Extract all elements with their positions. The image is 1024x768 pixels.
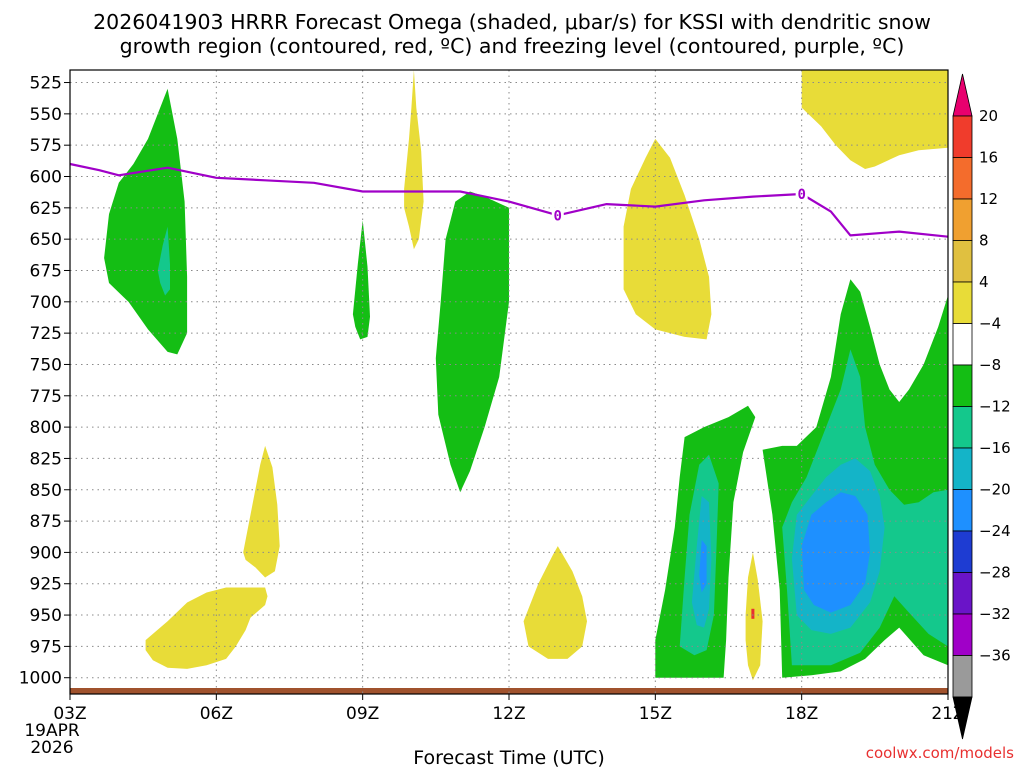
x-tick-label-12Z: 12Z <box>492 704 525 724</box>
freezing-level-label-1: 0 <box>797 187 805 203</box>
colorbar-box-10 <box>952 489 973 532</box>
x-tick-label-09Z: 09Z <box>346 704 379 724</box>
credit-text: coolwx.com/models <box>866 744 1014 762</box>
colorbar-label-0: 20 <box>979 107 998 125</box>
colorbar-label-4: 4 <box>979 273 989 291</box>
sink-yellow-4 <box>523 546 587 659</box>
y-tick-label-550: 550 <box>30 105 62 125</box>
x-tick-label-15Z: 15Z <box>639 704 672 724</box>
rise-green-2 <box>352 220 370 340</box>
terrain-layer <box>70 688 948 694</box>
sink-yellow-5 <box>623 138 712 340</box>
colorbar-label-1: 16 <box>979 149 998 167</box>
y-tick-label-625: 625 <box>30 199 62 219</box>
colorbar-box-13 <box>952 613 973 656</box>
chart-title-line-1: 2026041903 HRRR Forecast Omega (shaded, … <box>93 10 931 34</box>
x-axis-title: Forecast Time (UTC) <box>413 747 604 768</box>
x-tick-label-18Z: 18Z <box>785 704 818 724</box>
colorbar-box-8 <box>952 406 973 449</box>
rise-green-3 <box>435 191 509 493</box>
y-tick-label-600: 600 <box>30 168 62 188</box>
freezing-level-line <box>69 162 949 238</box>
colorbar-label-12: −32 <box>979 605 1011 623</box>
colorbar-box-3 <box>952 198 973 241</box>
colorbar-box-14 <box>952 655 973 698</box>
y-tick-label-950: 950 <box>30 606 62 626</box>
colorbar-box-6 <box>952 323 973 366</box>
freezing-level-label-0: 0 <box>554 208 562 224</box>
colorbar-label-11: −28 <box>979 564 1011 582</box>
omega-shading <box>104 70 948 681</box>
y-tick-label-850: 850 <box>30 481 62 501</box>
colorbar-box-1 <box>952 115 973 158</box>
colorbar-label-10: −24 <box>979 522 1011 540</box>
y-tick-label-875: 875 <box>30 512 62 532</box>
sink-yellow-1 <box>145 587 268 669</box>
y-tick-label-675: 675 <box>30 261 62 281</box>
chart-title-line-2: growth region (contoured, red, ºC) and f… <box>120 34 905 58</box>
colorbar-box-7 <box>952 364 973 407</box>
date-label-line-2: 2026 <box>30 738 73 758</box>
freezing-level-layer: 00 <box>69 162 949 238</box>
colorbar-label-8: −16 <box>979 439 1011 457</box>
y-tick-label-800: 800 <box>30 418 62 438</box>
y-tick-label-1000: 1000 <box>19 669 62 689</box>
sink-yellow-2 <box>243 445 280 578</box>
x-axis: 03Z 06Z 09Z 12Z 15Z 18Z 21Z <box>53 694 965 724</box>
y-tick-label-750: 750 <box>30 355 62 375</box>
freezing-label-bg <box>551 207 564 223</box>
colorbar-box-5 <box>952 281 973 324</box>
colorbar-box-11 <box>952 530 973 573</box>
y-tick-label-825: 825 <box>30 449 62 469</box>
colorbar-label-13: −36 <box>979 647 1011 665</box>
grid-lines <box>70 70 948 694</box>
colorbar-label-9: −20 <box>979 481 1011 499</box>
colorbar-box-4 <box>952 240 973 283</box>
sink-yellow-3 <box>404 70 424 250</box>
terrain-strip <box>70 688 948 694</box>
x-tick-label-03Z: 03Z <box>53 704 86 724</box>
freezing-label-bg <box>795 186 808 202</box>
y-tick-label-525: 525 <box>30 74 62 94</box>
colorbar-label-2: 12 <box>979 190 998 208</box>
y-tick-label-925: 925 <box>30 575 62 595</box>
colorbar-label-7: −12 <box>979 398 1011 416</box>
y-tick-label-775: 775 <box>30 387 62 407</box>
rise-blue-2 <box>699 539 707 593</box>
y-tick-label-900: 900 <box>30 543 62 563</box>
colorbar-label-6: −8 <box>979 356 1001 374</box>
y-tick-label-700: 700 <box>30 293 62 313</box>
colorbar-box-2 <box>952 157 973 200</box>
y-tick-label-725: 725 <box>30 324 62 344</box>
dendritic-region-marker <box>751 608 755 619</box>
y-axis: 525 550 575 600 625 650 675 700 725 750 775 800 825 8… <box>19 74 70 689</box>
y-tick-label-975: 975 <box>30 637 62 657</box>
colorbar-bottom-arrow <box>952 696 973 740</box>
y-tick-label-650: 650 <box>30 230 62 250</box>
colorbar-box-12 <box>952 572 973 615</box>
y-tick-label-575: 575 <box>30 136 62 156</box>
date-label-line-1: 19APR <box>24 721 80 741</box>
sink-yellow-7 <box>801 70 948 169</box>
colorbar-label-5: −4 <box>979 315 1001 333</box>
x-tick-label-06Z: 06Z <box>200 704 233 724</box>
rise-teal-1 <box>157 226 170 296</box>
colorbar-label-3: 8 <box>979 232 989 250</box>
colorbar-box-9 <box>952 447 973 490</box>
colorbar-top-arrow <box>952 73 973 117</box>
colorbar: 20 16 12 8 4 −4 −8 −12 −16 −20 −24 −28 −32 −36 <box>952 73 1011 740</box>
